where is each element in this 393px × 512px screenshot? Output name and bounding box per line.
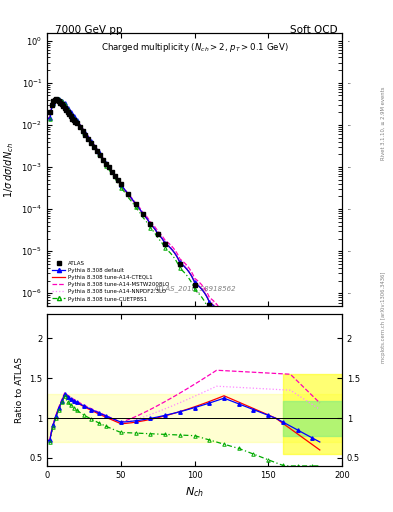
X-axis label: $N_{ch}$: $N_{ch}$ [185, 485, 204, 499]
Text: Rivet 3.1.10, ≥ 2.9M events: Rivet 3.1.10, ≥ 2.9M events [381, 86, 386, 160]
Text: ATLAS_2010_S8918562: ATLAS_2010_S8918562 [153, 286, 236, 292]
Text: 7000 GeV pp: 7000 GeV pp [55, 25, 123, 35]
Text: Charged multiplicity ($N_{ch}>2$, $p_T>0.1$ GeV): Charged multiplicity ($N_{ch}>2$, $p_T>0… [101, 41, 288, 54]
Legend: ATLAS, Pythia 8.308 default, Pythia 8.308 tune-A14-CTEQL1, Pythia 8.308 tune-A14: ATLAS, Pythia 8.308 default, Pythia 8.30… [50, 259, 171, 303]
Text: mcplots.cern.ch [arXiv:1306.3436]: mcplots.cern.ch [arXiv:1306.3436] [381, 272, 386, 363]
Text: Soft QCD: Soft QCD [290, 25, 338, 35]
Y-axis label: $1/\sigma\, d\sigma/dN_{ch}$: $1/\sigma\, d\sigma/dN_{ch}$ [2, 142, 16, 198]
Y-axis label: Ratio to ATLAS: Ratio to ATLAS [15, 357, 24, 423]
